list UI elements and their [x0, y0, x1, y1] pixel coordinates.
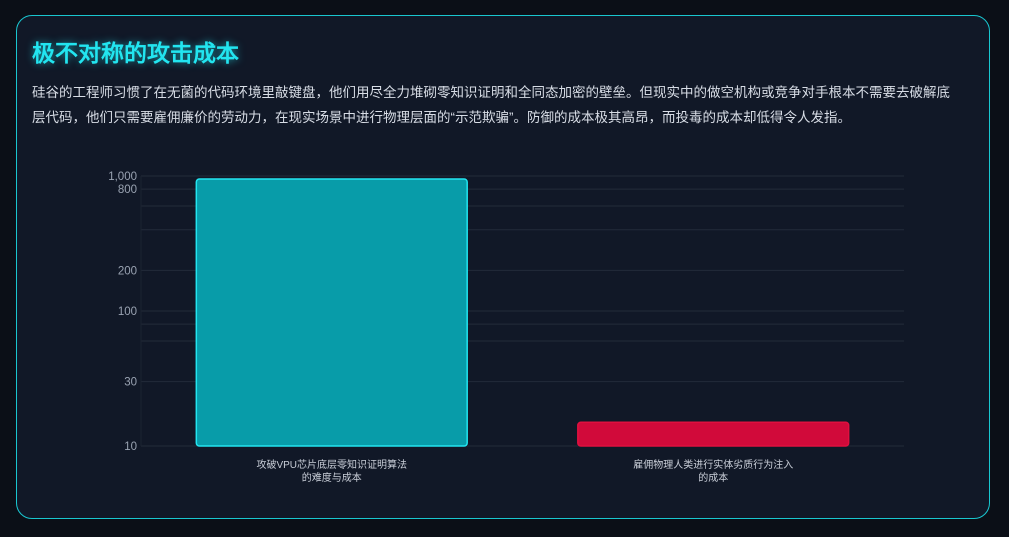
x-tick-label: 攻破VPU芯片底层零知识证明算法 [256, 458, 407, 471]
bar [195, 178, 468, 447]
y-tick-label: 800 [118, 184, 137, 196]
y-tick-label: 1,000 [108, 171, 137, 183]
x-tick-label: 雇佣物理人类进行实体劣质行为注入 [633, 458, 793, 471]
page-title: 极不对称的攻击成本 [32, 40, 239, 66]
bar [577, 421, 850, 447]
y-tick-label: 30 [124, 377, 137, 389]
y-tick-label: 200 [118, 265, 137, 277]
y-tick-label: 100 [118, 306, 137, 318]
x-tick-label: 的成本 [698, 471, 728, 484]
y-tick-label: 10 [124, 441, 137, 453]
description: 硅谷的工程师习惯了在无菌的代码环境里敲键盘，他们用尽全力堆砌零知识证明和全同态加… [32, 85, 950, 125]
x-tick-label: 的难度与成本 [302, 471, 362, 484]
